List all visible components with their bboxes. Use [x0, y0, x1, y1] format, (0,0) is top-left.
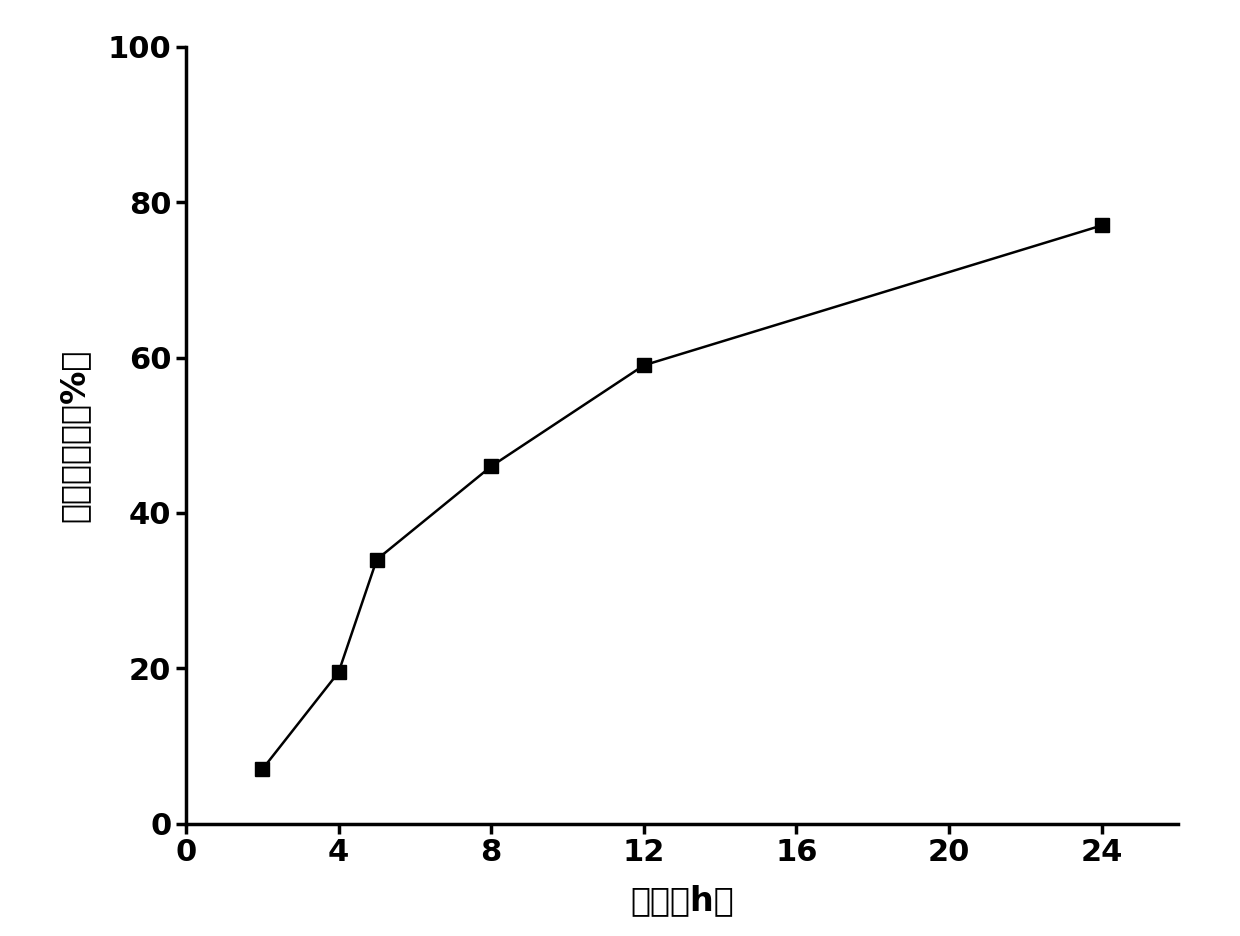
Y-axis label: 累积释放度（%）: 累积释放度（%） [58, 348, 91, 522]
X-axis label: 时间（h）: 时间（h） [630, 884, 734, 917]
